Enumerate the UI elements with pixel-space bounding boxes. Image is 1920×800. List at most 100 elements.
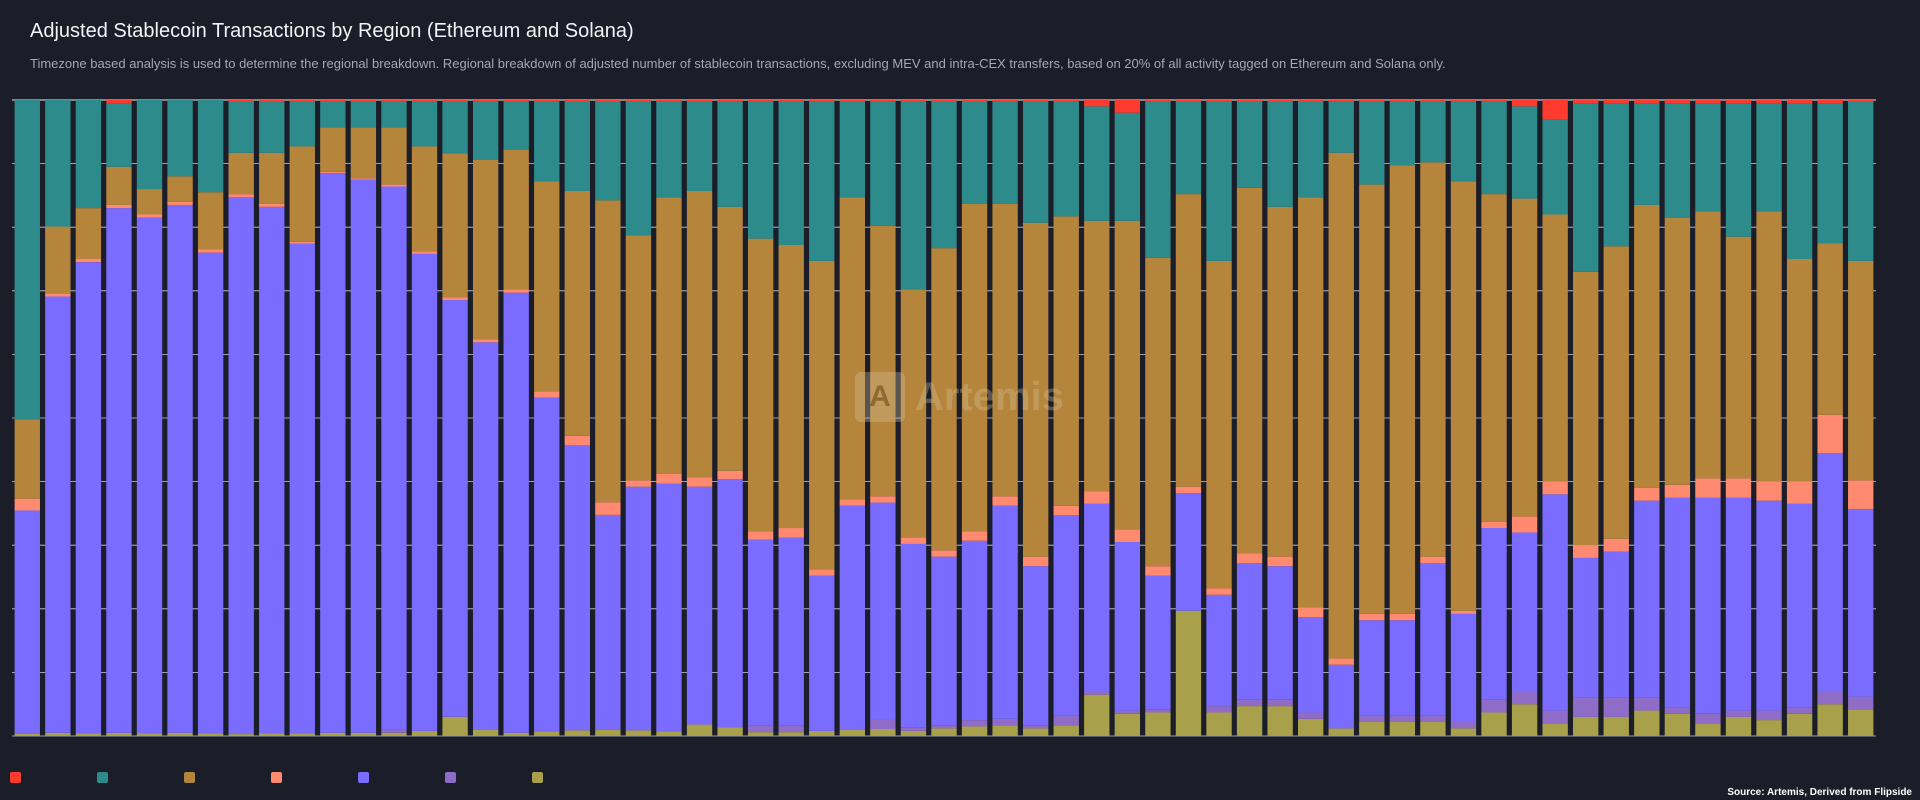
bar-segment-s3[interactable] xyxy=(472,159,499,340)
bar-segment-s1[interactable] xyxy=(992,100,1018,102)
bar-stack[interactable] xyxy=(564,100,590,736)
bar-segment-s7[interactable] xyxy=(197,733,224,736)
bar-segment-s1[interactable] xyxy=(442,100,468,102)
bar-segment-s3[interactable] xyxy=(106,166,132,205)
bar-stack[interactable] xyxy=(1267,100,1293,736)
bar-segment-s7[interactable] xyxy=(1389,722,1416,736)
bar-segment-s1[interactable] xyxy=(1573,100,1599,104)
bar-segment-s3[interactable] xyxy=(839,197,866,500)
bar-segment-s2[interactable] xyxy=(1817,103,1843,244)
bar-segment-s7[interactable] xyxy=(1114,713,1141,736)
bar-segment-s4[interactable] xyxy=(1481,521,1507,529)
bar-segment-s7[interactable] xyxy=(411,730,438,736)
bar-segment-s3[interactable] xyxy=(1084,220,1110,492)
bar-segment-s7[interactable] xyxy=(961,726,988,736)
bar-segment-s5[interactable] xyxy=(992,505,1018,719)
bar-segment-s1[interactable] xyxy=(1114,100,1141,113)
bar-segment-s2[interactable] xyxy=(870,101,896,226)
bar-segment-s3[interactable] xyxy=(534,181,560,392)
legend-item-s5[interactable] xyxy=(358,770,435,784)
bar-segment-s1[interactable] xyxy=(1053,100,1079,102)
bar-segment-s5[interactable] xyxy=(1206,594,1232,707)
bar-segment-s2[interactable] xyxy=(717,101,743,207)
bar-segment-s5[interactable] xyxy=(1511,532,1538,692)
bar-segment-s5[interactable] xyxy=(1603,551,1629,698)
bar-segment-s2[interactable] xyxy=(197,100,224,193)
bar-segment-s1[interactable] xyxy=(1756,100,1782,104)
bar-segment-s4[interactable] xyxy=(747,531,774,540)
bar-segment-s7[interactable] xyxy=(167,732,193,736)
bar-segment-s3[interactable] xyxy=(1389,165,1416,614)
bar-segment-s7[interactable] xyxy=(320,732,346,736)
bar-segment-s7[interactable] xyxy=(503,732,529,736)
bar-segment-s1[interactable] xyxy=(1481,100,1507,102)
bar-segment-s3[interactable] xyxy=(686,190,713,478)
bar-segment-s2[interactable] xyxy=(625,101,652,236)
bar-segment-s7[interactable] xyxy=(442,716,468,736)
bar-stack[interactable] xyxy=(1389,100,1416,736)
bar-segment-s1[interactable] xyxy=(1786,100,1813,104)
bar-segment-s5[interactable] xyxy=(503,292,529,733)
bar-stack[interactable] xyxy=(870,100,896,736)
bar-segment-s1[interactable] xyxy=(839,100,866,102)
bar-segment-s3[interactable] xyxy=(1175,194,1202,487)
bar-segment-s7[interactable] xyxy=(14,733,40,736)
bar-segment-s7[interactable] xyxy=(1542,723,1568,736)
bar-segment-s7[interactable] xyxy=(564,730,590,736)
bar-segment-s7[interactable] xyxy=(1328,728,1354,736)
bar-segment-s5[interactable] xyxy=(1848,508,1874,697)
bar-segment-s5[interactable] xyxy=(1725,497,1752,711)
bar-segment-s7[interactable] xyxy=(1603,716,1629,736)
bar-segment-s3[interactable] xyxy=(870,225,896,497)
bar-segment-s3[interactable] xyxy=(75,208,102,259)
bar-segment-s3[interactable] xyxy=(1756,211,1782,482)
bar-segment-s1[interactable] xyxy=(106,100,132,104)
bar-segment-s2[interactable] xyxy=(1573,103,1599,272)
bar-segment-s3[interactable] xyxy=(595,200,621,503)
bar-stack[interactable] xyxy=(1725,100,1752,736)
bar-segment-s1[interactable] xyxy=(228,100,254,102)
bar-segment-s3[interactable] xyxy=(656,197,682,474)
bar-segment-s5[interactable] xyxy=(961,540,988,721)
bar-segment-s7[interactable] xyxy=(1053,725,1079,736)
bar-segment-s6[interactable] xyxy=(1114,710,1141,714)
bar-segment-s3[interactable] xyxy=(1573,271,1599,546)
bar-stack[interactable] xyxy=(503,100,529,736)
bar-segment-s3[interactable] xyxy=(136,189,163,215)
bar-segment-s2[interactable] xyxy=(839,101,866,198)
bar-segment-s2[interactable] xyxy=(1267,101,1293,207)
bar-segment-s2[interactable] xyxy=(503,101,529,150)
bar-segment-s3[interactable] xyxy=(747,238,774,532)
bar-stack[interactable] xyxy=(1236,100,1263,736)
bar-segment-s7[interactable] xyxy=(381,732,407,736)
bar-stack[interactable] xyxy=(1511,100,1538,736)
bar-segment-s4[interactable] xyxy=(1114,529,1141,543)
bar-segment-s4[interactable] xyxy=(1145,566,1171,576)
bar-stack[interactable] xyxy=(1450,100,1477,736)
bar-segment-s4[interactable] xyxy=(167,201,193,205)
bar-segment-s1[interactable] xyxy=(656,100,682,102)
bar-stack[interactable] xyxy=(1114,100,1141,736)
bar-segment-s6[interactable] xyxy=(1206,706,1232,713)
bar-segment-s5[interactable] xyxy=(411,253,438,731)
bar-segment-s4[interactable] xyxy=(1328,658,1354,665)
bar-segment-s5[interactable] xyxy=(1175,493,1202,611)
bar-segment-s4[interactable] xyxy=(1206,588,1232,595)
bar-segment-s6[interactable] xyxy=(1786,707,1813,714)
bar-segment-s4[interactable] xyxy=(1725,478,1752,498)
bar-segment-s5[interactable] xyxy=(1817,452,1843,692)
bar-segment-s2[interactable] xyxy=(381,101,407,128)
bar-segment-s3[interactable] xyxy=(1359,184,1385,614)
bar-segment-s2[interactable] xyxy=(136,100,163,190)
bar-segment-s3[interactable] xyxy=(167,176,193,202)
bar-segment-s2[interactable] xyxy=(1542,119,1568,215)
bar-segment-s2[interactable] xyxy=(900,101,927,290)
bar-segment-s1[interactable] xyxy=(1725,100,1752,104)
bar-segment-s1[interactable] xyxy=(381,100,407,102)
bar-stack[interactable] xyxy=(778,100,804,736)
bar-segment-s2[interactable] xyxy=(1114,112,1141,221)
bar-segment-s1[interactable] xyxy=(595,100,621,102)
bar-segment-s7[interactable] xyxy=(1848,709,1874,736)
bar-segment-s5[interactable] xyxy=(136,217,163,734)
bar-segment-s3[interactable] xyxy=(1328,152,1354,659)
